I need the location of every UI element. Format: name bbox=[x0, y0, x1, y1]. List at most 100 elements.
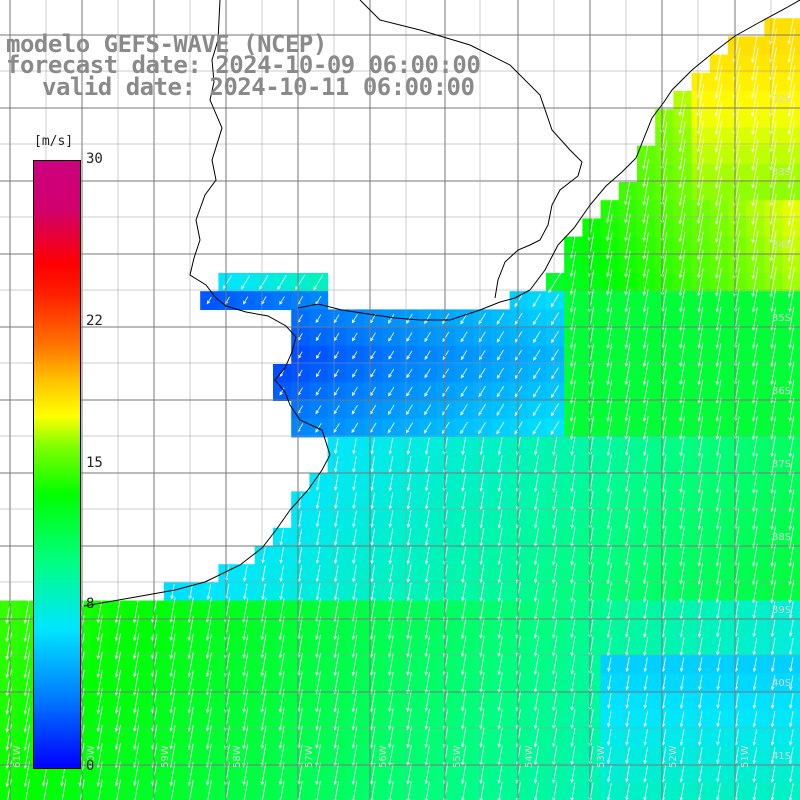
wind-arrow bbox=[388, 726, 394, 749]
latitude-label: 36S bbox=[772, 386, 792, 397]
wind-cell bbox=[364, 400, 383, 420]
wind-arrow bbox=[351, 616, 358, 640]
wind-arrow bbox=[242, 634, 249, 659]
wind-arrow bbox=[424, 726, 430, 749]
wind-arrow bbox=[607, 747, 612, 765]
wind-cell bbox=[527, 364, 547, 383]
wind-arrow bbox=[278, 780, 285, 800]
wind-arrow bbox=[496, 403, 505, 416]
wind-cell bbox=[546, 418, 565, 438]
wind-arrow bbox=[643, 526, 649, 548]
wind-arrow bbox=[369, 616, 376, 640]
wind-arrow bbox=[624, 214, 631, 242]
wind-arrow bbox=[679, 747, 685, 765]
wind-arrow bbox=[352, 583, 357, 601]
wind-arrow bbox=[606, 361, 613, 386]
wind-arrow bbox=[606, 343, 613, 368]
wind-arrow bbox=[333, 781, 339, 800]
wind-arrow bbox=[606, 416, 613, 441]
wind-arrow bbox=[370, 492, 375, 510]
wind-arrow bbox=[352, 438, 357, 455]
wind-arrow bbox=[387, 404, 395, 415]
wind-cell bbox=[364, 345, 383, 365]
wind-arrow bbox=[460, 421, 468, 435]
longitude-label: 59W bbox=[160, 745, 171, 768]
wind-arrow bbox=[496, 331, 505, 343]
wind-arrow bbox=[678, 140, 686, 171]
wind-arrow bbox=[170, 584, 175, 600]
wind-arrow bbox=[606, 214, 613, 242]
wind-arrow bbox=[388, 510, 394, 528]
wind-arrow bbox=[424, 653, 430, 676]
wind-arrow bbox=[5, 651, 12, 679]
wind-arrow bbox=[570, 545, 576, 566]
wind-arrow bbox=[679, 416, 685, 441]
wind-arrow bbox=[715, 435, 722, 457]
wind-arrow bbox=[606, 269, 613, 296]
wind-cell bbox=[309, 400, 329, 420]
wind-arrow bbox=[698, 729, 703, 746]
wind-arrow bbox=[23, 705, 30, 733]
wind-arrow bbox=[424, 313, 432, 325]
wind-arrow bbox=[787, 212, 795, 244]
wind-arrow bbox=[716, 747, 721, 765]
wind-arrow bbox=[460, 403, 468, 416]
wind-cell bbox=[436, 327, 456, 347]
wind-arrow bbox=[607, 711, 612, 728]
wind-cell bbox=[436, 364, 456, 383]
wind-arrow bbox=[788, 307, 795, 331]
wind-arrow bbox=[424, 455, 430, 474]
wind-arrow bbox=[388, 708, 394, 731]
wind-arrow bbox=[352, 546, 357, 565]
wind-arrow bbox=[570, 746, 576, 766]
wind-arrow bbox=[351, 744, 358, 767]
wind-cell bbox=[382, 327, 401, 347]
wind-arrow bbox=[678, 158, 686, 189]
wind-arrow bbox=[315, 405, 322, 415]
colorbar-tick-label: 22 bbox=[86, 312, 103, 329]
wind-arrow bbox=[96, 706, 103, 733]
wind-arrow bbox=[570, 491, 576, 511]
wind-cell bbox=[400, 327, 420, 347]
wind-cell bbox=[473, 345, 492, 365]
wind-arrow bbox=[351, 762, 358, 785]
wind-arrow bbox=[570, 636, 576, 657]
wind-arrow bbox=[715, 231, 722, 261]
wind-arrow bbox=[606, 251, 613, 278]
wind-arrow bbox=[752, 507, 758, 531]
wind-cell bbox=[527, 291, 547, 310]
wind-arrow bbox=[278, 616, 285, 641]
wind-arrow bbox=[532, 421, 542, 435]
wind-cell bbox=[418, 418, 438, 438]
wind-cell bbox=[509, 382, 529, 401]
wind-arrow bbox=[315, 423, 322, 433]
wind-arrow bbox=[680, 657, 685, 673]
wind-arrow bbox=[334, 565, 339, 583]
wind-arrow bbox=[497, 349, 504, 361]
wind-arrow bbox=[206, 583, 212, 600]
wind-arrow bbox=[424, 708, 430, 730]
wind-arrow bbox=[206, 761, 212, 786]
wind-cell bbox=[382, 382, 401, 401]
wind-cell bbox=[309, 327, 329, 347]
wind-arrow bbox=[406, 708, 412, 731]
colorbar bbox=[33, 160, 81, 769]
wind-arrow bbox=[406, 763, 412, 785]
wind-arrow bbox=[533, 581, 539, 603]
wind-arrow bbox=[315, 332, 322, 342]
wind-arrow bbox=[533, 349, 541, 361]
wind-arrow bbox=[406, 582, 412, 602]
wind-arrow bbox=[497, 709, 503, 730]
wind-arrow bbox=[788, 398, 795, 422]
wind-arrow bbox=[788, 601, 794, 619]
wind-arrow bbox=[679, 526, 685, 549]
wind-arrow bbox=[714, 121, 723, 153]
wind-arrow bbox=[570, 727, 576, 748]
wind-arrow bbox=[352, 332, 358, 342]
wind-arrow bbox=[788, 580, 795, 604]
wind-arrow bbox=[5, 705, 12, 733]
wind-arrow bbox=[315, 744, 321, 768]
wind-arrow bbox=[370, 456, 375, 473]
wind-arrow bbox=[607, 693, 612, 710]
